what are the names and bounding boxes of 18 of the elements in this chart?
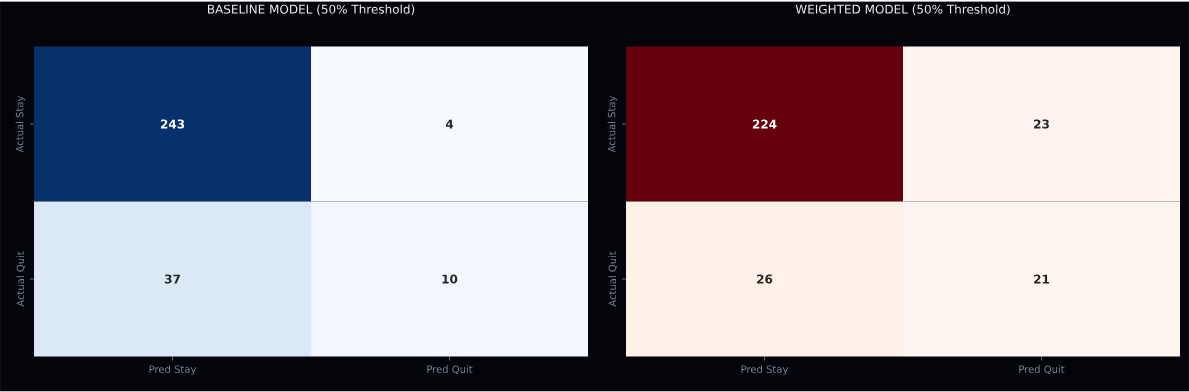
- x-tick-label: Pred Quit: [1019, 365, 1065, 375]
- y-tick-label: Actual Stay: [15, 96, 26, 153]
- data-label: 10: [442, 274, 458, 284]
- data-label: 224: [752, 119, 777, 129]
- x-tick-label: Pred Stay: [741, 365, 789, 376]
- y-tick-label: Actual Quit: [608, 251, 618, 307]
- data-label: 26: [757, 274, 773, 284]
- chart-title: BASELINE MODEL (50% Threshold): [208, 4, 415, 16]
- data-label: 37: [164, 274, 180, 284]
- data-label: 243: [160, 119, 185, 129]
- x-tick-label: Pred Stay: [149, 365, 197, 376]
- chart-title: WEIGHTED MODEL (50% Threshold): [795, 4, 1010, 16]
- y-tick-label: Actual Quit: [16, 251, 26, 307]
- data-label: 23: [1034, 119, 1049, 129]
- data-label: 21: [1034, 274, 1050, 284]
- x-tick-label: Pred Quit: [427, 365, 473, 375]
- data-label: 4: [445, 119, 454, 129]
- y-tick-label: Actual Stay: [607, 96, 618, 153]
